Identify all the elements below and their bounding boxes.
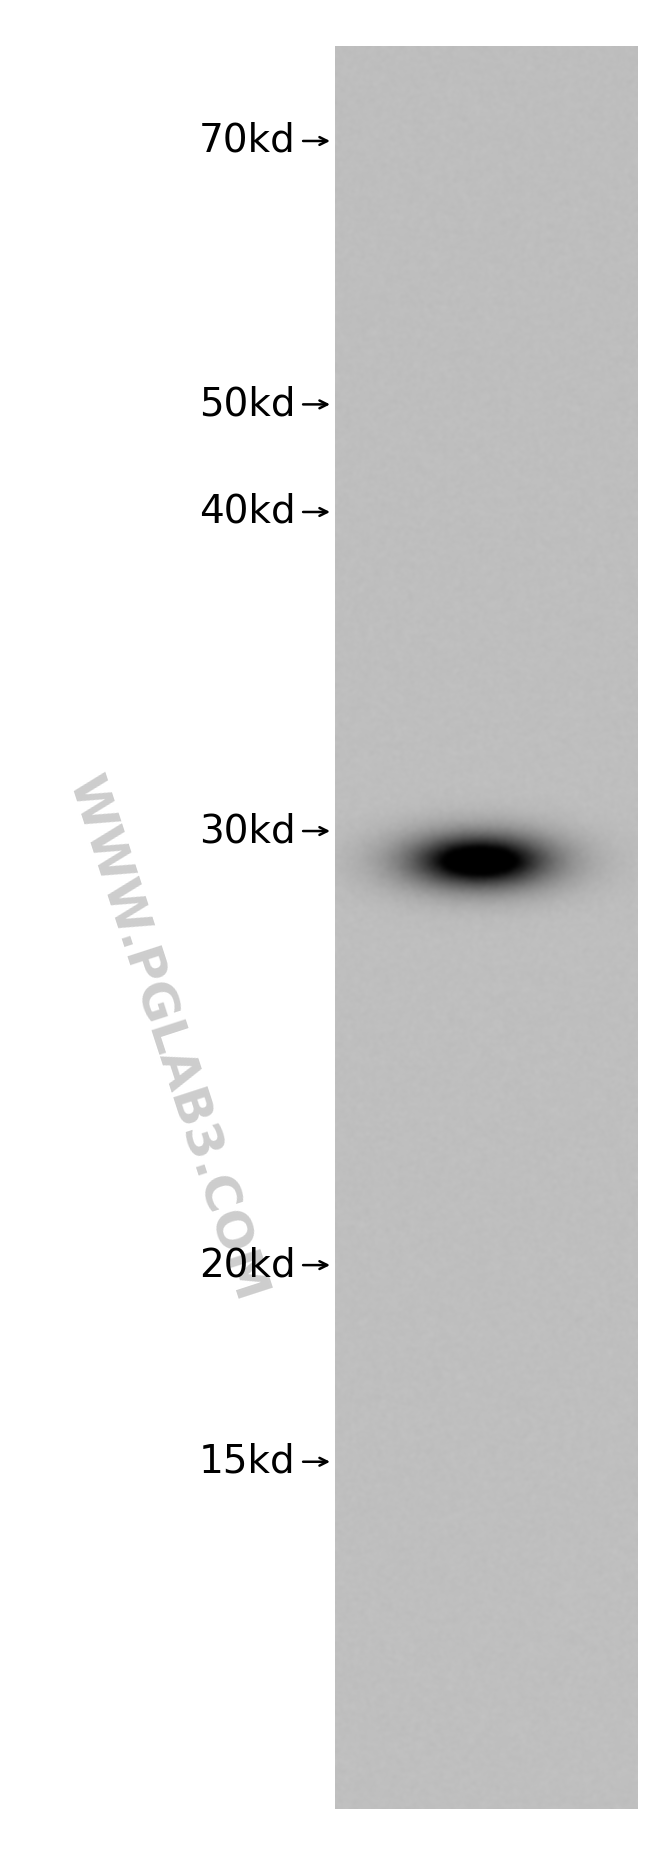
Text: WWW.PGLAB3.COM: WWW.PGLAB3.COM	[58, 770, 274, 1308]
Text: 70kd: 70kd	[199, 122, 296, 160]
Text: 30kd: 30kd	[199, 812, 296, 850]
Text: 20kd: 20kd	[199, 1247, 296, 1284]
Text: 40kd: 40kd	[199, 493, 296, 531]
Text: 15kd: 15kd	[199, 1443, 296, 1480]
Text: 50kd: 50kd	[200, 386, 296, 423]
